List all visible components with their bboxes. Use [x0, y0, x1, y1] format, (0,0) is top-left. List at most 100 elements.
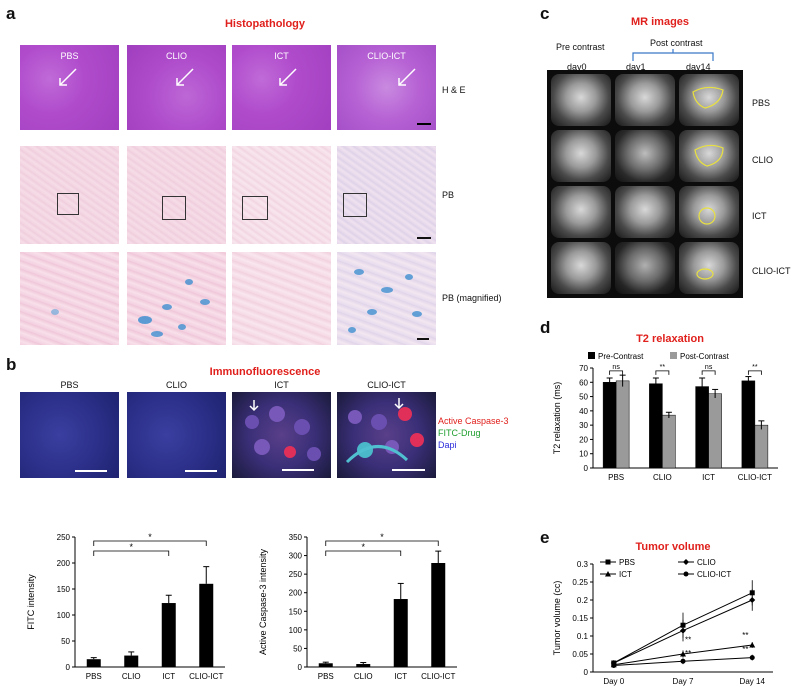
pb-tile-ict [232, 146, 331, 244]
panel-a-title: Histopathology [224, 18, 306, 30]
t2-relaxation-chart: T2 relaxation Pre-Contrast Post-Contrast 0 1… [552, 333, 778, 482]
y-tick-label: 0 [298, 663, 303, 672]
cell-markers [245, 400, 321, 471]
data-point [611, 663, 617, 669]
significance-label: ** [742, 631, 748, 640]
mr-image-grid [547, 70, 743, 298]
pbm-tile-clio [127, 252, 226, 345]
region-box [242, 196, 268, 220]
pre-contrast-label: Pre contrast [556, 42, 605, 52]
fitc-intensity-chart: 0 50 100 150 200 250 FITC intensity PBS CLIO ICT C… [26, 532, 225, 681]
x-tick-label: Day 0 [603, 677, 624, 686]
row-label-he: H & E [442, 85, 466, 95]
y-tick-label: 50 [61, 637, 70, 646]
bar [662, 414, 676, 469]
significance-bracket [609, 370, 624, 375]
chart-title: T2 relaxation [636, 333, 704, 345]
post-contrast-bracket [632, 49, 714, 61]
post-contrast-label: Post contrast [650, 38, 703, 48]
y-tick-label: 200 [57, 559, 71, 568]
if-tile-ict [232, 392, 331, 478]
bar [86, 659, 101, 667]
data-point [605, 559, 611, 565]
pbm-tile-pbs [20, 252, 119, 345]
mr-ict-day14 [679, 186, 739, 238]
data-point [749, 597, 756, 603]
if-tile-clio-ict [337, 392, 436, 478]
mr-clio-day1 [615, 130, 675, 182]
tumor-outline [696, 268, 714, 280]
column-label-ict: ICT [274, 51, 289, 61]
significance-label: ** [752, 364, 758, 371]
significance-label: ** [660, 364, 666, 371]
legend-label: Post-Contrast [680, 352, 730, 361]
y-tick-label: 50 [293, 644, 302, 653]
x-tick-label: ICT [162, 672, 175, 681]
bar [199, 583, 214, 667]
chart-title: Tumor volume [636, 541, 711, 553]
bar [431, 563, 446, 667]
tumor-volume-chart: Tumor volume 0 0.05 0.1 0.15 0.2 0.25 0.3 Tumor … [552, 541, 773, 686]
data-point [680, 651, 686, 657]
significance-label: * [361, 542, 365, 552]
x-tick-label: CLIO [653, 473, 672, 482]
x-tick-label: PBS [86, 672, 102, 681]
data-point [749, 642, 756, 648]
mr-row-label-pbs: PBS [752, 98, 771, 108]
tumor-outline [694, 144, 724, 167]
mr-clio-ict-day1 [615, 242, 675, 294]
mr-row-label-ict: ICT [752, 211, 767, 221]
scale-bar [417, 237, 431, 239]
significance-label: ** [685, 635, 691, 644]
significance-label: ns [705, 364, 713, 371]
y-tick-label: 0 [66, 663, 71, 672]
y-tick-label: 100 [57, 611, 71, 620]
significance-bracket [325, 540, 439, 546]
mr-pbs-day1 [615, 74, 675, 126]
y-tick-label: 250 [57, 533, 71, 542]
caspase-intensity-chart: 0 50 100 150 200 250 300 350 Active Caspase-3 in… [258, 532, 457, 681]
significance-label: * [129, 542, 133, 552]
scale-bar [185, 470, 217, 472]
data-point [680, 627, 686, 634]
mr-row-label-clio-ict: CLIO-ICT [752, 266, 791, 276]
y-axis-label: FITC intensity [26, 574, 36, 630]
legend-active-caspase-3: Active Caspase-3 [438, 416, 509, 426]
y-tick-label: 0.3 [577, 560, 589, 569]
bar [318, 663, 333, 667]
y-tick-label: 150 [289, 607, 303, 616]
y-tick-label: 0 [584, 668, 589, 677]
data-point [749, 655, 755, 661]
if-label-clio-ict: CLIO-ICT [367, 380, 406, 390]
day-label-1: day1 [626, 62, 646, 72]
significance-bracket [93, 550, 170, 556]
bar [649, 383, 663, 469]
region-box [343, 193, 367, 217]
y-tick-label: 350 [289, 533, 303, 542]
significance-label: ** [742, 645, 748, 654]
y-tick-label: 50 [579, 393, 588, 402]
bar [356, 664, 371, 667]
bar [754, 424, 769, 469]
mr-clio-day14 [679, 130, 739, 182]
x-tick-label: CLIO-ICT [421, 672, 455, 681]
bar [695, 386, 709, 469]
tumor-outline [692, 86, 724, 109]
y-tick-label: 10 [579, 450, 588, 459]
x-tick-label: CLIO-ICT [189, 672, 223, 681]
y-tick-label: 40 [579, 407, 588, 416]
data-point [680, 658, 686, 664]
day-label-0: day0 [567, 62, 587, 72]
data-point [605, 571, 611, 577]
y-tick-label: 200 [289, 589, 303, 598]
mr-pbs-day0 [551, 74, 611, 126]
significance-bracket [747, 370, 762, 375]
significance-label: * [148, 532, 152, 542]
arrow-icon [176, 68, 194, 86]
if-tile-pbs [20, 392, 119, 478]
y-axis-label: Tumor volume (cc) [552, 581, 562, 656]
if-label-clio: CLIO [165, 380, 187, 390]
panel-a-letter: a [6, 4, 16, 23]
y-tick-label: 60 [579, 378, 588, 387]
y-tick-label: 300 [289, 552, 303, 561]
